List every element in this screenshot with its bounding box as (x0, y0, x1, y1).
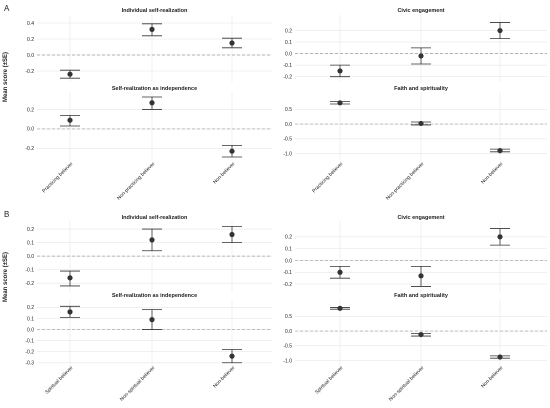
p0-c3-ytick-label-3: -1.0 (283, 151, 292, 157)
p0-c1-ytick-label-4: -0.2 (283, 74, 292, 80)
p1-c3-point-2 (497, 354, 503, 360)
p0-c1-point-0 (337, 68, 343, 74)
p1-c3-point-1 (418, 331, 424, 338)
p0-c0-point-1 (149, 26, 155, 32)
p0-c3-point-2 (497, 148, 503, 154)
p1-c2-title: Self-realization as independence (112, 293, 197, 299)
p1-c1-point-1 (418, 273, 424, 279)
p1-c1-ytick-label-2: 0.0 (285, 258, 292, 264)
p0-c2-point-1 (149, 100, 155, 106)
p0-col1-xtick-label-2: Non-believer (480, 161, 505, 186)
p1-c3-ytick-label-0: 0.5 (285, 314, 292, 320)
p1-c1-ytick-label-0: 0.2 (285, 235, 292, 241)
p0-c3-ytick-label-0: 0.5 (285, 107, 292, 113)
p0-c2-point-2 (229, 148, 235, 154)
p0-c3-point-0 (337, 100, 343, 106)
p0-c0-ytick-label-3: -0.2 (25, 69, 34, 75)
p0-c0-ytick-label-2: 0.0 (27, 53, 34, 59)
p0-c0-point-0 (67, 71, 73, 77)
p1-c2-point-2 (229, 353, 235, 359)
p1-c3-title: Faith and spirituality (394, 293, 449, 299)
p1-c0-ytick-label-3: -0.1 (25, 267, 34, 273)
p1-c2-ytick-label-5: -0.3 (25, 361, 34, 367)
p1-c0-ytick-label-2: 0.0 (27, 254, 34, 260)
p1-c3-point-0 (337, 305, 343, 311)
p1-c1-point-2 (497, 234, 503, 240)
p0-c2-title: Self-realization as independence (112, 86, 197, 92)
p0-col0-xtick-label-0: Practicing believer (41, 161, 74, 194)
p1-c2-ytick-label-2: 0.0 (27, 327, 34, 333)
p1-c2-ytick-label-4: -0.2 (25, 350, 34, 356)
p1-col1-xtick-label-2: Non-believer (480, 365, 505, 390)
p1-c0-ytick-label-4: -0.2 (25, 281, 34, 287)
p0-c2-ytick-label-1: 0.0 (27, 127, 34, 133)
p1-c1-ytick-label-4: -0.2 (283, 282, 292, 288)
p1-c3-ytick-label-3: -1.0 (283, 358, 292, 364)
p1-c2-point-0 (67, 309, 73, 315)
p1-col0-xtick-label-1: Non-spiritual believer (119, 365, 157, 403)
p1-c2-ytick-label-3: -0.1 (25, 338, 34, 344)
p0-c3-ytick-label-1: 0.0 (285, 122, 292, 128)
p0-c1-ytick-label-1: 0.1 (285, 40, 292, 46)
p0-c2-ytick-label-2: -0.2 (25, 146, 34, 152)
p1-c0-title: Individual self-realization (122, 215, 188, 221)
p1-col1-xtick-label-1: Non-spiritual believer (388, 365, 426, 403)
p0-c3-title: Faith and spirituality (394, 86, 449, 92)
p0-c1-ytick-label-3: -0.1 (283, 63, 292, 69)
p0-col0-xtick-label-2: Non-believer (212, 161, 237, 186)
p0-c0-ytick-label-1: 0.2 (27, 37, 34, 43)
p1-col1-xtick-label-0: Spiritual believer (314, 365, 345, 396)
p0-c1-point-1 (418, 53, 424, 59)
p1-col0-xtick-label-2: Non-believer (212, 365, 237, 390)
p1-c0-point-1 (149, 237, 155, 243)
p0-c2-point-0 (67, 117, 73, 123)
p1-c3-ytick-label-2: -0.5 (283, 344, 292, 350)
p0-c1-ytick-label-2: 0.0 (285, 51, 292, 57)
p0-c1-point-2 (497, 27, 503, 34)
p0-c3-point-1 (418, 120, 424, 127)
p0-c0-ytick-label-0: 0.4 (27, 21, 34, 27)
p0-c0-title: Individual self-realization (122, 8, 188, 14)
p0-col1-xtick-label-1: Non-practicing believer (385, 161, 426, 202)
p1-c1-point-0 (337, 269, 343, 275)
p0-c0-point-2 (229, 40, 235, 46)
p0-c1-title: Civic engagement (397, 8, 444, 14)
p1-c0-point-2 (229, 231, 235, 238)
p1-c2-point-1 (149, 317, 155, 323)
p1-c0-ytick-label-0: 0.2 (27, 227, 34, 233)
p1-c0-ytick-label-1: 0.1 (27, 240, 34, 246)
p0-col1-xtick-label-0: Practicing believer (311, 161, 344, 194)
panel-a-letter: A (4, 4, 10, 13)
p0-c3-ytick-label-2: -0.5 (283, 137, 292, 143)
p0-c1-ytick-label-0: 0.2 (285, 28, 292, 34)
p1-col0-xtick-label-0: Spiritual believer (44, 365, 75, 396)
p0-c2-ytick-label-0: 0.2 (27, 107, 34, 113)
p1-c3-ytick-label-1: 0.0 (285, 329, 292, 335)
p0-col0-xtick-label-1: Non-practicing believer (116, 161, 157, 202)
p1-c1-ytick-label-3: -0.1 (283, 270, 292, 276)
p1-c1-title: Civic engagement (397, 215, 444, 221)
p1-c2-ytick-label-0: 0.2 (27, 305, 34, 311)
p1-c1-ytick-label-1: 0.1 (285, 246, 292, 252)
panel-b-letter: B (4, 210, 10, 219)
p1-c0-point-0 (67, 275, 73, 281)
p1-c2-ytick-label-1: 0.1 (27, 316, 34, 322)
